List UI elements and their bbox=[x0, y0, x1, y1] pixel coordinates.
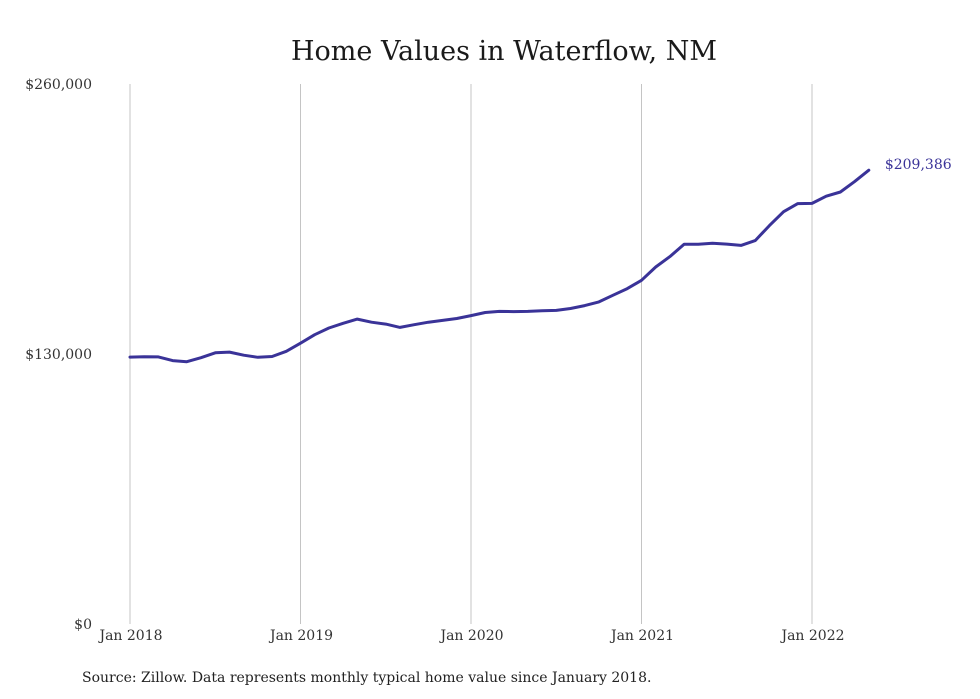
series-line-0 bbox=[128, 168, 871, 364]
x-tick-label: Jan 2018 bbox=[97, 628, 162, 644]
x-tick-label: Jan 2020 bbox=[438, 628, 503, 644]
y-tick-label: $260,000 bbox=[25, 77, 92, 93]
grid-layer bbox=[129, 84, 813, 624]
x-tick-label: Jan 2019 bbox=[268, 628, 333, 644]
y-axis: $0 $130,000 $260,000 bbox=[25, 77, 92, 633]
x-tick-label: Jan 2021 bbox=[609, 628, 674, 644]
x-tick-label: Jan 2022 bbox=[779, 628, 844, 644]
y-tick-label: $130,000 bbox=[25, 347, 92, 363]
chart-title: Home Values in Waterflow, NM bbox=[291, 36, 717, 67]
y-tick-label: $0 bbox=[74, 617, 92, 633]
series-layer bbox=[128, 168, 871, 364]
x-axis: Jan 2018 Jan 2019 Jan 2020 Jan 2021 Jan 2022 bbox=[97, 628, 844, 644]
source-note: Source: Zillow. Data represents monthly … bbox=[82, 670, 651, 686]
last-value-label: $209,386 bbox=[885, 157, 952, 173]
